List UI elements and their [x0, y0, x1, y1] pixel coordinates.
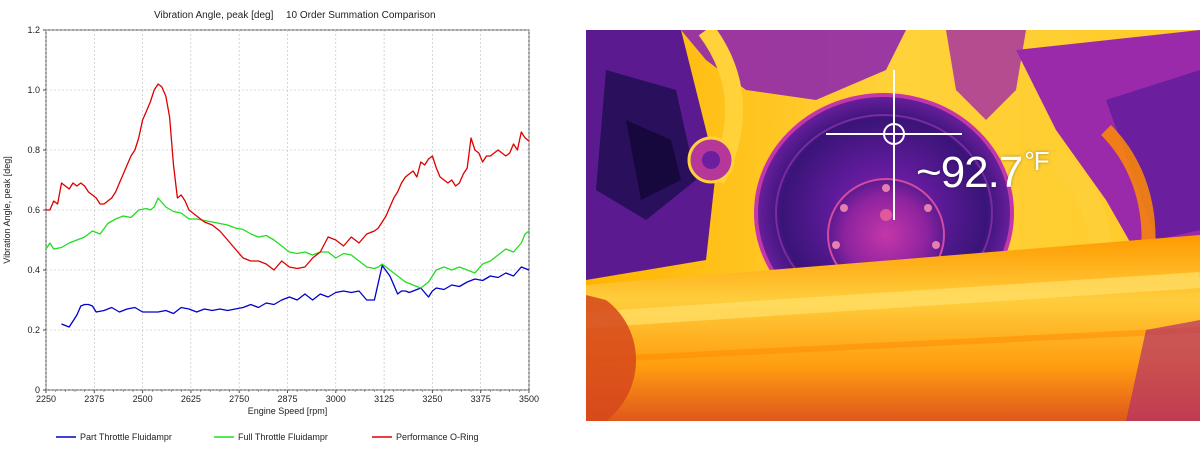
series-line-1	[61, 264, 530, 328]
y-tick-label: 0.8	[27, 145, 40, 155]
crosshair-icon	[826, 70, 962, 220]
chart-title: Vibration Angle, peak [deg]	[154, 10, 274, 21]
thermal-camera-image: ~92.7°F	[586, 30, 1200, 421]
chart-subtitle: 10 Order Summation Comparison	[286, 10, 436, 21]
y-tick-label: 0.4	[27, 265, 40, 275]
x-tick-label: 3250	[422, 394, 442, 404]
y-tick-label: 0.6	[27, 205, 40, 215]
temperature-readout: ~92.7°F	[916, 146, 1050, 198]
thermal-scene	[586, 30, 1200, 421]
x-tick-label: 2250	[36, 394, 56, 404]
y-tick-label: 0	[35, 385, 40, 395]
x-tick-label: 2375	[84, 394, 104, 404]
x-axis-label: Engine Speed [rpm]	[248, 406, 328, 416]
series-line-2	[45, 197, 530, 289]
temperature-value: ~92.7	[916, 148, 1023, 197]
x-tick-label: 2625	[181, 394, 201, 404]
y-axis-label: Vibration Angle, peak [deg]	[2, 156, 12, 263]
series-line-3	[46, 83, 530, 271]
x-tick-label: 3000	[326, 394, 346, 404]
vibration-angle-chart: 2250 2375 2500 2625 2750 2875 3000 3125 3250 3375…	[2, 10, 539, 442]
temperature-unit: °F	[1024, 146, 1049, 176]
x-tick-label: 3375	[471, 394, 491, 404]
x-tick-label: 2500	[133, 394, 153, 404]
x-tick-label: 3500	[519, 394, 539, 404]
x-tick-label: 2875	[277, 394, 297, 404]
legend-label-3: Performance O-Ring	[396, 432, 479, 442]
y-tick-label: 1.0	[27, 85, 40, 95]
y-tick-label: 1.2	[27, 25, 40, 35]
x-tick-label: 3125	[374, 394, 394, 404]
y-tick-label: 0.2	[27, 325, 40, 335]
legend-label-1: Part Throttle Fluidampr	[80, 432, 172, 442]
legend-label-2: Full Throttle Fluidampr	[238, 432, 328, 442]
x-tick-label: 2750	[229, 394, 249, 404]
